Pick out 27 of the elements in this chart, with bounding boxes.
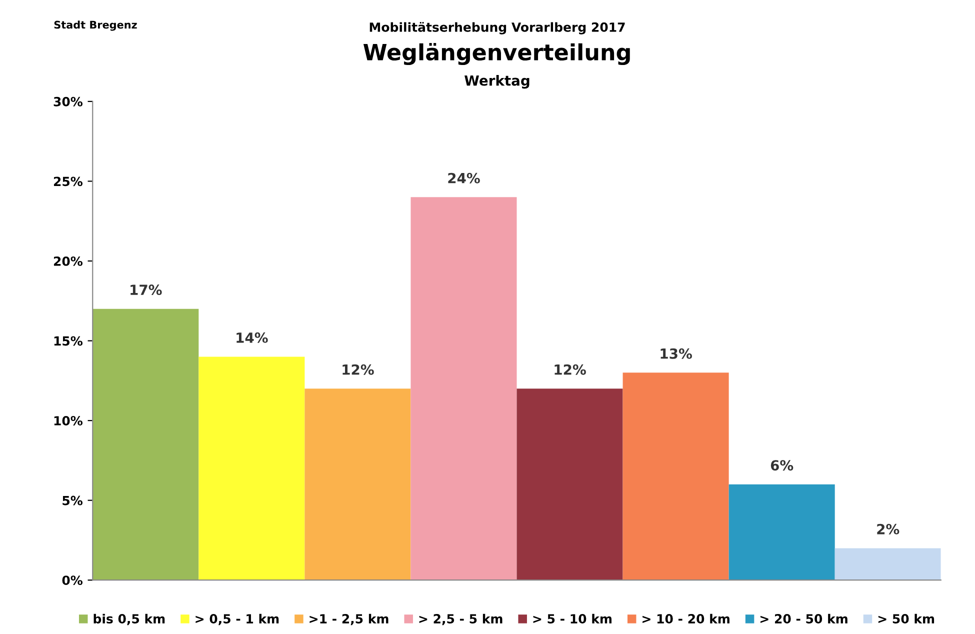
y-tick-label: 5% (62, 496, 83, 506)
data-label: 12% (342, 364, 374, 375)
y-tick-label: 10% (54, 416, 83, 426)
data-label: 24% (448, 172, 480, 184)
data-label: 6% (770, 460, 794, 471)
data-label: 13% (660, 348, 692, 359)
legend-label: > 50 km (878, 614, 934, 624)
legend-label: >1 - 2,5 km (310, 614, 388, 626)
y-tick-label: 0% (62, 576, 83, 586)
legend-label: > 5 - 10 km (533, 614, 612, 624)
text: Mobilitätserhebung Vorarlberg 2017 (370, 22, 625, 34)
text: Stadt Bregenz (54, 20, 137, 31)
legend-label: > 2,5 - 5 km (419, 614, 502, 626)
y-tick-label: 25% (54, 176, 83, 186)
y-tick-label: 15% (54, 336, 83, 346)
y-tick-label: 20% (54, 256, 83, 266)
chart-title: Weglängenverteilung (363, 43, 630, 66)
chart-subtitle: Werktag (464, 75, 530, 89)
data-label: 2% (877, 524, 900, 534)
legend-label: bis 0,5 km (94, 614, 165, 626)
y-tick-label: 30% (54, 96, 83, 106)
legend-label: > 0,5 - 1 km (196, 614, 279, 626)
legend-label: > 10 - 20 km (642, 614, 730, 624)
legend-label: > 20 - 50 km (760, 614, 848, 624)
data-label: 14% (236, 332, 268, 343)
data-label: 12% (554, 364, 586, 375)
data-label: 17% (130, 284, 162, 296)
